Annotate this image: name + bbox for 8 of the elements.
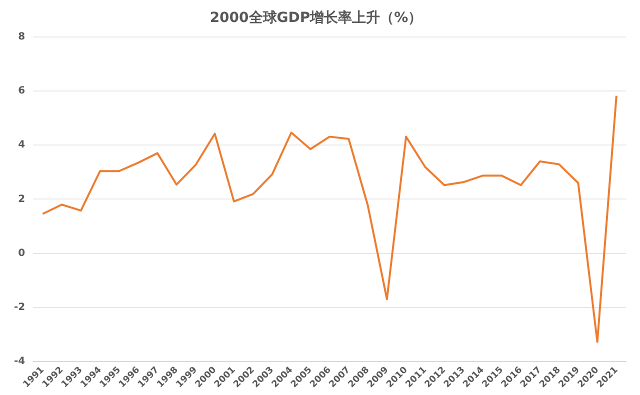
y-tick-label: 4: [18, 140, 26, 151]
y-tick-label: 8: [18, 31, 26, 42]
y-tick-label: 2: [18, 194, 26, 205]
y-tick-label: 0: [18, 248, 26, 259]
y-tick-label: -2: [14, 302, 26, 314]
y-tick-label: 6: [18, 86, 26, 97]
chart-title: 2000全球GDP增长率上升（%）: [210, 9, 422, 26]
y-tick-label: -4: [14, 356, 26, 368]
